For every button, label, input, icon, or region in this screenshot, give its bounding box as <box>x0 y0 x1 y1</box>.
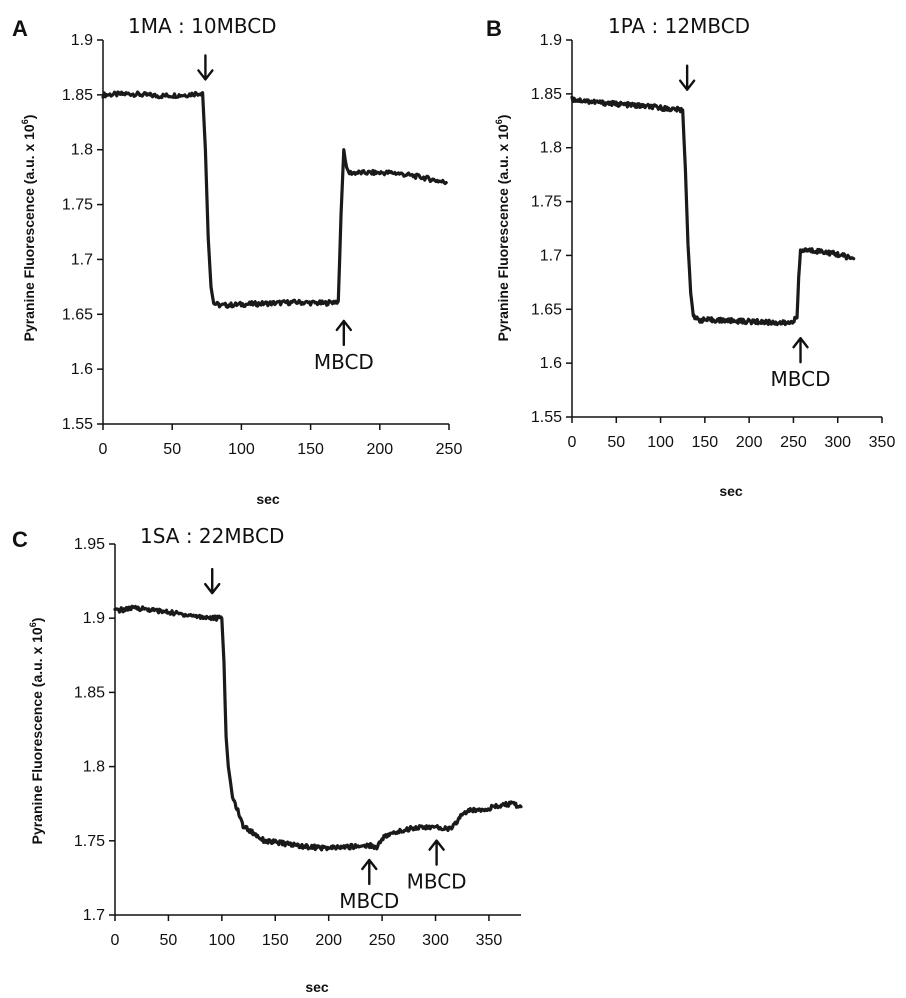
x-tick-label: 200 <box>315 932 342 949</box>
y-tick-label: 1.85 <box>531 86 562 103</box>
ticks-b: 1.55 1.6 1.65 1.7 1.75 1.8 1.85 1.9 0 50 100 150 200… <box>531 32 896 451</box>
arrow-icon <box>197 54 214 81</box>
ticks-c: 1.7 1.75 1.8 1.85 1.9 1.95 0 50 100 150 200 250 300 3… <box>74 536 503 949</box>
y-axis-label-superscript-a: 6 <box>20 119 30 124</box>
y-tick-label: 1.75 <box>531 194 562 211</box>
y-axis-label-a: Pyranine Fluorescence (a.u. x 106) <box>20 115 37 342</box>
y-tick-label: 1.7 <box>71 251 93 268</box>
axes-a <box>102 40 449 425</box>
x-tick-label: 150 <box>262 932 289 949</box>
fluorescence-trace-c <box>113 604 523 852</box>
fluorescence-trace-b <box>570 95 856 327</box>
y-tick-label: 1.7 <box>540 247 562 264</box>
x-tick-label: 250 <box>369 932 396 949</box>
chart-panel-c: C 1SA : 22MBCD Pyranine Fluorescence (a.… <box>12 524 523 995</box>
x-axis-label-b: sec <box>719 483 743 499</box>
x-tick-label: 200 <box>736 434 763 451</box>
annotations-b: MBCD <box>678 64 831 391</box>
y-axis-label-tail-b: ) <box>495 115 511 120</box>
y-tick-label: 1.65 <box>62 306 93 323</box>
y-axis-label-c: Pyranine Fluorescence (a.u. x 106) <box>28 618 45 845</box>
chart-title-c: 1SA : 22MBCD <box>140 524 284 548</box>
series-b <box>570 95 856 327</box>
x-tick-label: 50 <box>607 434 625 451</box>
chart-panel-b: B 1PA : 12MBCD Pyranine Fluorescence (a.… <box>486 14 895 499</box>
x-tick-label: 150 <box>692 434 719 451</box>
ticks-a: 1.55 1.6 1.65 1.7 1.75 1.8 1.85 1.9 0 50 100 150 200… <box>62 32 463 458</box>
axes-c <box>114 544 521 916</box>
x-tick-label: 50 <box>160 932 178 949</box>
y-axis-label-main-c: Pyranine Fluorescence (a.u. x 10 <box>29 627 45 844</box>
x-tick-label: 250 <box>780 434 807 451</box>
y-tick-label: 1.9 <box>71 32 93 49</box>
y-axis-label-superscript-c: 6 <box>28 622 38 627</box>
x-axis-label-c: sec <box>305 979 329 995</box>
x-tick-label: 100 <box>647 434 674 451</box>
x-axis-label-a: sec <box>256 491 280 507</box>
y-tick-label: 1.95 <box>74 536 105 553</box>
y-tick-label: 1.75 <box>62 197 93 214</box>
x-tick-label: 0 <box>568 434 577 451</box>
y-tick-label: 1.85 <box>74 684 105 701</box>
x-tick-label: 300 <box>422 932 449 949</box>
y-tick-label: 1.55 <box>531 409 562 426</box>
y-tick-label: 1.6 <box>71 361 93 378</box>
x-tick-label: 200 <box>366 441 393 458</box>
annotation-label: MBCD <box>407 870 467 894</box>
y-tick-label: 1.8 <box>540 140 562 157</box>
y-tick-label: 1.65 <box>531 301 562 318</box>
x-tick-label: 100 <box>228 441 255 458</box>
series-c <box>113 604 523 852</box>
arrow-icon <box>428 839 445 866</box>
y-tick-label: 1.55 <box>62 416 93 433</box>
fluorescence-trace-a <box>101 90 448 309</box>
x-tick-label: 0 <box>111 932 120 949</box>
y-tick-label: 1.7 <box>83 907 105 924</box>
annotation-label: MBCD <box>339 889 399 913</box>
x-tick-label: 50 <box>163 441 181 458</box>
arrow-icon <box>361 858 378 886</box>
x-tick-label: 350 <box>476 932 503 949</box>
annotations-c: MBCD MBCD <box>204 567 467 913</box>
y-tick-label: 1.6 <box>540 355 562 372</box>
x-tick-label: 250 <box>436 441 463 458</box>
chart-panel-a: A 1MA : 10MBCD Pyranine Fluorescence (a.… <box>12 14 462 507</box>
x-tick-label: 150 <box>297 441 324 458</box>
y-axis-label-b: Pyranine Fluorescence (a.u. x 106) <box>494 115 511 342</box>
y-axis-label-tail-a: ) <box>21 115 37 120</box>
x-tick-label: 0 <box>99 441 108 458</box>
y-axis-label-tail-c: ) <box>29 618 45 623</box>
y-axis-label-superscript-b: 6 <box>494 119 504 124</box>
y-tick-label: 1.9 <box>540 32 562 49</box>
y-tick-label: 1.8 <box>71 142 93 159</box>
arrow-icon <box>792 337 809 364</box>
series-a <box>101 90 448 309</box>
x-tick-label: 100 <box>208 932 235 949</box>
y-tick-label: 1.75 <box>74 833 105 850</box>
annotation-label: MBCD <box>314 350 374 374</box>
panel-letter-a: A <box>12 16 28 41</box>
y-axis-label-main-b: Pyranine Fluorescence (a.u. x 10 <box>495 124 511 341</box>
axes-b <box>571 40 882 418</box>
arrow-icon <box>678 64 696 91</box>
x-tick-label: 300 <box>824 434 851 451</box>
y-axis-label-main-a: Pyranine Fluorescence (a.u. x 10 <box>21 124 37 341</box>
y-tick-label: 1.9 <box>83 610 105 627</box>
arrow-icon <box>335 319 353 347</box>
chart-title-a: 1MA : 10MBCD <box>128 14 277 38</box>
annotations-a: MBCD <box>197 54 374 374</box>
panel-letter-c: C <box>12 527 28 552</box>
x-tick-label: 350 <box>869 434 896 451</box>
y-tick-label: 1.8 <box>83 759 105 776</box>
annotation-label: MBCD <box>771 367 831 391</box>
y-tick-label: 1.85 <box>62 87 93 104</box>
arrow-icon <box>204 567 221 595</box>
panel-letter-b: B <box>486 16 502 41</box>
chart-title-b: 1PA : 12MBCD <box>608 14 750 38</box>
